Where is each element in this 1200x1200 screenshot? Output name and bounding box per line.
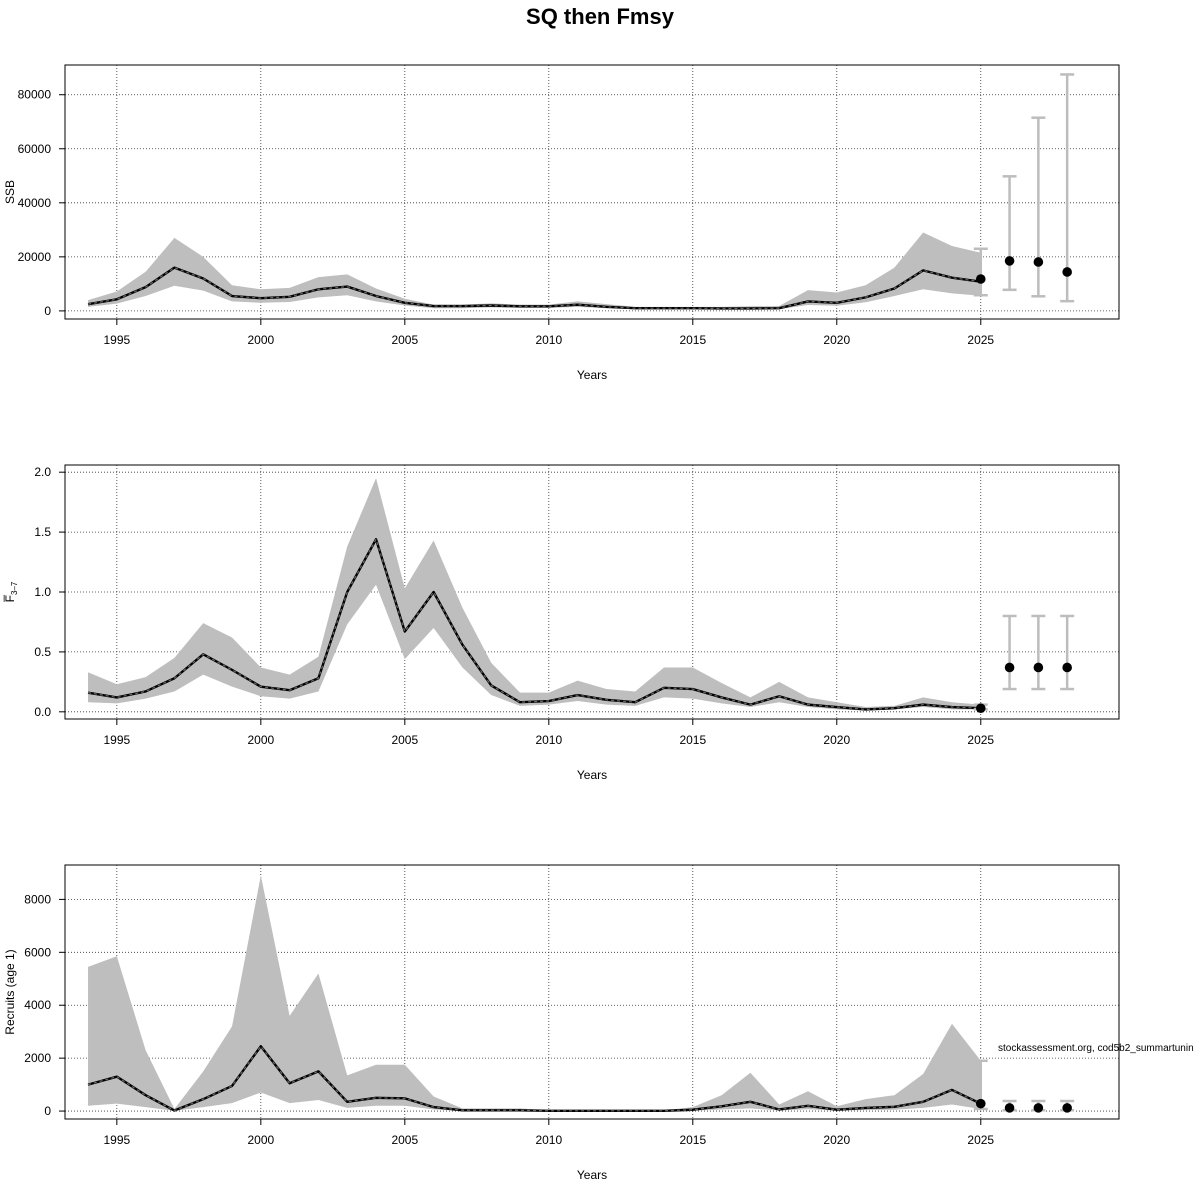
recruits-x-tick-label: 2010 xyxy=(535,1133,562,1147)
ssb-x-tick-label: 2005 xyxy=(391,333,418,347)
ssb-confidence-band xyxy=(88,232,981,310)
ssb-x-axis-label: Years xyxy=(577,368,607,382)
recruits-forecast-point xyxy=(1062,1103,1072,1113)
recruitment-panel: 1995 2000 2005 2010 2015 2020 2025 0 2000 4000 600… xyxy=(3,864,1120,1182)
f-forecast-point xyxy=(1033,662,1044,673)
ssb-estimate-dash xyxy=(87,266,981,310)
ssb-x-tick-label: 1995 xyxy=(103,333,130,347)
recruits-x-tick-label: 2015 xyxy=(679,1133,706,1147)
ssb-forecast-point xyxy=(975,274,986,284)
ssb-x-tick-label: 2010 xyxy=(535,333,562,347)
page-title: SQ then Fmsy xyxy=(526,4,674,29)
recruits-forecast-point xyxy=(1033,1103,1044,1113)
ssb-y-tick-label: 60000 xyxy=(18,142,52,156)
f-x-tick-label: 2000 xyxy=(247,733,274,747)
recruits-y-tick-label: 6000 xyxy=(24,945,51,959)
f-y-axis-label-subscript: 3–7 xyxy=(10,581,19,595)
f-x-tick-label: 2010 xyxy=(535,733,562,747)
recruits-y-axis-label: Recruits (age 1) xyxy=(3,949,17,1034)
f-y-tick-label: 2.0 xyxy=(34,465,51,479)
recruits-y-tick-label: 8000 xyxy=(24,892,51,906)
f-estimate-dash xyxy=(87,537,981,711)
f-confidence-band xyxy=(88,478,981,711)
f-y-tick-label: 0.5 xyxy=(34,645,51,659)
recruits-plot-frame xyxy=(64,864,1120,1120)
footnote: stockassessment.org, cod5b2_summartunin xyxy=(998,1043,1194,1054)
ssb-y-axis-label: SSB xyxy=(3,180,17,204)
fishing-mortality-panel: 1995 2000 2005 2010 2015 2020 2025 0.0 0.5 1.0 1.5… xyxy=(3,464,1120,782)
recruits-x-tick-label: 2020 xyxy=(823,1133,850,1147)
f-x-tick-label: 2020 xyxy=(823,733,850,747)
ssb-x-tick-label: 2020 xyxy=(823,333,850,347)
f-x-tick-label: 2025 xyxy=(967,733,994,747)
f-estimate-line xyxy=(87,538,981,711)
recruits-forecast-point xyxy=(1004,1103,1015,1113)
ssb-y-tick-label: 20000 xyxy=(18,250,52,264)
ssb-plot-frame xyxy=(64,64,1120,320)
recruits-confidence-band xyxy=(88,875,981,1111)
f-x-tick-label: 1995 xyxy=(103,733,130,747)
ssb-y-tick-label: 80000 xyxy=(18,88,52,102)
f-x-tick-label: 2015 xyxy=(679,733,706,747)
recruits-y-tick-label: 2000 xyxy=(24,1051,51,1065)
f-y-tick-label: 0.0 xyxy=(34,705,51,719)
recruits-estimate-dash xyxy=(87,1045,982,1112)
f-x-tick-label: 2005 xyxy=(391,733,418,747)
f-y-axis-label: F̅3–7 xyxy=(3,581,19,602)
ssb-forecast-point xyxy=(1062,267,1072,277)
ssb-x-tick-label: 2015 xyxy=(679,333,706,347)
recruits-forecast-point xyxy=(975,1098,986,1109)
f-forecast-point xyxy=(1062,662,1072,673)
f-forecast-point xyxy=(1004,662,1015,673)
ssb-y-tick-label: 40000 xyxy=(18,196,52,210)
f-forecast-point xyxy=(975,703,986,714)
f-x-axis-label: Years xyxy=(577,768,607,782)
recruits-x-tick-label: 2025 xyxy=(967,1133,994,1147)
f-y-tick-label: 1.5 xyxy=(34,525,51,539)
recruits-y-tick-label: 0 xyxy=(44,1104,51,1118)
ssb-y-tick-label: 0 xyxy=(44,304,51,318)
ssb-panel: 1995 2000 2005 2010 2015 2020 2025 0 20000 40000 6… xyxy=(3,64,1120,382)
recruits-x-tick-label: 1995 xyxy=(103,1133,130,1147)
recruits-x-tick-label: 2000 xyxy=(247,1133,274,1147)
recruits-x-axis-label: Years xyxy=(577,1168,607,1182)
ssb-forecast-point xyxy=(1004,256,1015,266)
recruits-x-tick-label: 2005 xyxy=(391,1133,418,1147)
f-y-tick-label: 1.0 xyxy=(34,585,51,599)
ssb-forecast-point xyxy=(1033,257,1044,267)
recruits-y-tick-label: 4000 xyxy=(24,998,51,1012)
ssb-x-tick-label: 2025 xyxy=(967,333,994,347)
ssb-x-tick-label: 2000 xyxy=(247,333,274,347)
